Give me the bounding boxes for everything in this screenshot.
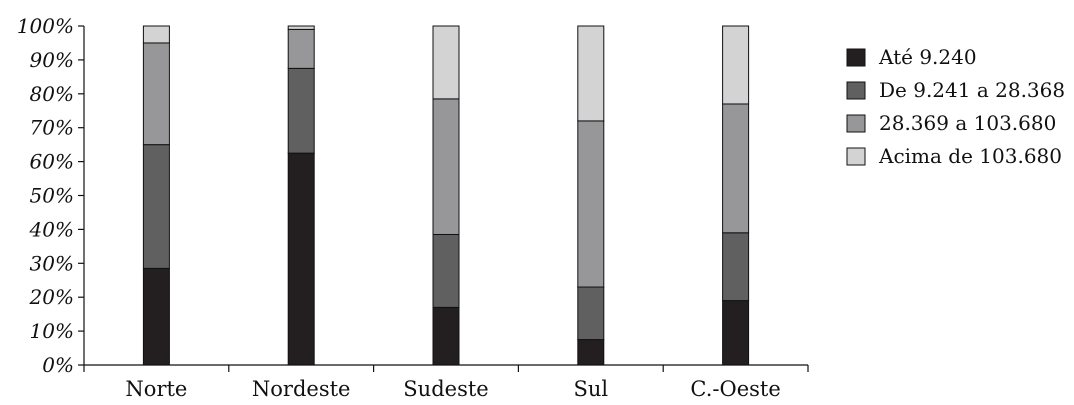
bar-segment-3 bbox=[287, 28, 315, 69]
legend-label: Acima de 103.680 bbox=[878, 144, 1062, 168]
legend-label: 28.369 a 103.680 bbox=[879, 111, 1056, 135]
legend-swatch bbox=[846, 48, 866, 67]
bar-segment-2 bbox=[287, 67, 315, 154]
legend: Até 9.240 De 9.241 a 28.368 28.369 a 103.6… bbox=[846, 45, 1065, 168]
y-tick-label: 30% bbox=[30, 251, 74, 275]
bar-segment-1 bbox=[142, 267, 170, 366]
bar-segment-3 bbox=[722, 103, 750, 234]
bar-segment-2 bbox=[577, 286, 605, 341]
bar-segment-1 bbox=[287, 152, 315, 366]
bars bbox=[142, 25, 750, 366]
y-axis: 0% 10% 20% 30% 40% 50% 60% 70% 80% 90% 100% bbox=[17, 14, 85, 377]
category-label: Sudeste bbox=[403, 377, 488, 401]
category-label: Nordeste bbox=[252, 377, 351, 401]
bar-segment-4 bbox=[432, 25, 460, 100]
category-label: Sul bbox=[573, 377, 608, 401]
legend-swatch bbox=[846, 114, 866, 133]
y-tick-label: 80% bbox=[30, 82, 74, 106]
x-axis: Norte Nordeste Sudeste Sul C.-Oeste bbox=[83, 364, 809, 401]
bar-segment-4 bbox=[142, 25, 170, 44]
y-tick-label: 20% bbox=[29, 285, 74, 309]
bar-segment-1 bbox=[722, 300, 750, 366]
y-tick-label: 50% bbox=[30, 184, 74, 208]
legend-label: De 9.241 a 28.368 bbox=[879, 78, 1065, 102]
bar-segment-1 bbox=[577, 339, 605, 366]
y-tick-label: 100% bbox=[17, 14, 74, 38]
bar-segment-3 bbox=[432, 98, 460, 235]
bar-segment-2 bbox=[722, 232, 750, 302]
y-tick-label: 40% bbox=[29, 217, 74, 241]
bar-segment-4 bbox=[287, 25, 315, 30]
bar-segment-3 bbox=[577, 120, 605, 288]
category-label: C.-Oeste bbox=[690, 377, 780, 401]
legend-label: Até 9.240 bbox=[878, 45, 977, 69]
bar-segment-4 bbox=[722, 25, 750, 105]
bar-segment-3 bbox=[142, 42, 170, 146]
y-tick-label: 10% bbox=[30, 319, 74, 343]
bar-segment-4 bbox=[577, 25, 605, 122]
category-label: Norte bbox=[125, 377, 187, 401]
y-tick-label: 70% bbox=[30, 116, 74, 140]
bar-segment-2 bbox=[142, 144, 170, 269]
legend-swatch bbox=[846, 81, 866, 100]
y-tick-label: 60% bbox=[30, 150, 74, 174]
y-tick-label: 90% bbox=[30, 48, 74, 72]
bar-segment-2 bbox=[432, 233, 460, 308]
y-tick-label: 0% bbox=[42, 353, 74, 377]
bar-segment-1 bbox=[432, 306, 460, 366]
legend-swatch bbox=[846, 147, 866, 166]
